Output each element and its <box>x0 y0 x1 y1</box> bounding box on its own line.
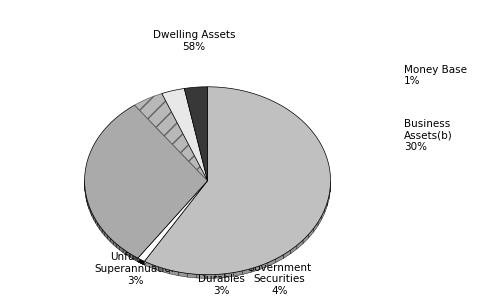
Polygon shape <box>105 232 107 239</box>
Polygon shape <box>224 273 233 278</box>
Polygon shape <box>138 181 208 262</box>
Polygon shape <box>97 223 100 230</box>
Polygon shape <box>325 202 327 213</box>
Polygon shape <box>197 274 206 278</box>
Polygon shape <box>134 256 138 262</box>
Polygon shape <box>87 198 88 206</box>
Polygon shape <box>145 261 153 268</box>
Polygon shape <box>138 181 208 262</box>
Polygon shape <box>243 268 251 275</box>
Polygon shape <box>268 259 276 266</box>
Polygon shape <box>161 268 170 274</box>
Polygon shape <box>85 105 208 258</box>
Text: Government
Securities
4%: Government Securities 4% <box>247 263 312 296</box>
Polygon shape <box>162 88 208 181</box>
Polygon shape <box>107 235 110 242</box>
Polygon shape <box>260 263 268 269</box>
Polygon shape <box>276 255 283 263</box>
Polygon shape <box>113 241 116 247</box>
Polygon shape <box>145 181 208 265</box>
Polygon shape <box>170 270 179 276</box>
Polygon shape <box>145 181 208 265</box>
Polygon shape <box>153 265 161 271</box>
Polygon shape <box>283 250 290 258</box>
Polygon shape <box>251 266 260 272</box>
Polygon shape <box>100 226 102 233</box>
Polygon shape <box>322 209 325 219</box>
Polygon shape <box>116 244 120 250</box>
Text: Money Base
1%: Money Base 1% <box>404 65 467 86</box>
Text: Consumer
Durables
3%: Consumer Durables 3% <box>194 263 248 296</box>
Polygon shape <box>215 274 224 278</box>
Polygon shape <box>206 275 215 278</box>
Polygon shape <box>102 229 105 236</box>
Text: Business
Assets(b)
30%: Business Assets(b) 30% <box>404 119 453 152</box>
Polygon shape <box>86 195 87 202</box>
Polygon shape <box>92 213 93 220</box>
Polygon shape <box>130 254 134 260</box>
Polygon shape <box>290 245 297 254</box>
Polygon shape <box>95 219 97 226</box>
Polygon shape <box>308 228 313 238</box>
Polygon shape <box>179 272 187 277</box>
Polygon shape <box>303 234 308 244</box>
Polygon shape <box>327 195 329 206</box>
Polygon shape <box>297 240 303 249</box>
Polygon shape <box>126 251 130 258</box>
Text: Dwelling Assets
58%: Dwelling Assets 58% <box>153 30 235 52</box>
Polygon shape <box>187 273 197 278</box>
Polygon shape <box>233 271 243 276</box>
Polygon shape <box>88 202 89 209</box>
Polygon shape <box>184 87 208 181</box>
Polygon shape <box>135 94 208 181</box>
Text: Unfunded
Superannuation
3%: Unfunded Superannuation 3% <box>94 252 178 286</box>
Polygon shape <box>313 222 318 232</box>
Polygon shape <box>318 216 322 226</box>
Polygon shape <box>91 209 92 216</box>
Polygon shape <box>329 188 330 199</box>
Polygon shape <box>110 238 113 245</box>
Polygon shape <box>123 249 126 255</box>
Polygon shape <box>93 216 95 223</box>
Polygon shape <box>138 181 208 261</box>
Polygon shape <box>89 206 91 213</box>
Polygon shape <box>145 87 331 275</box>
Polygon shape <box>120 246 123 253</box>
